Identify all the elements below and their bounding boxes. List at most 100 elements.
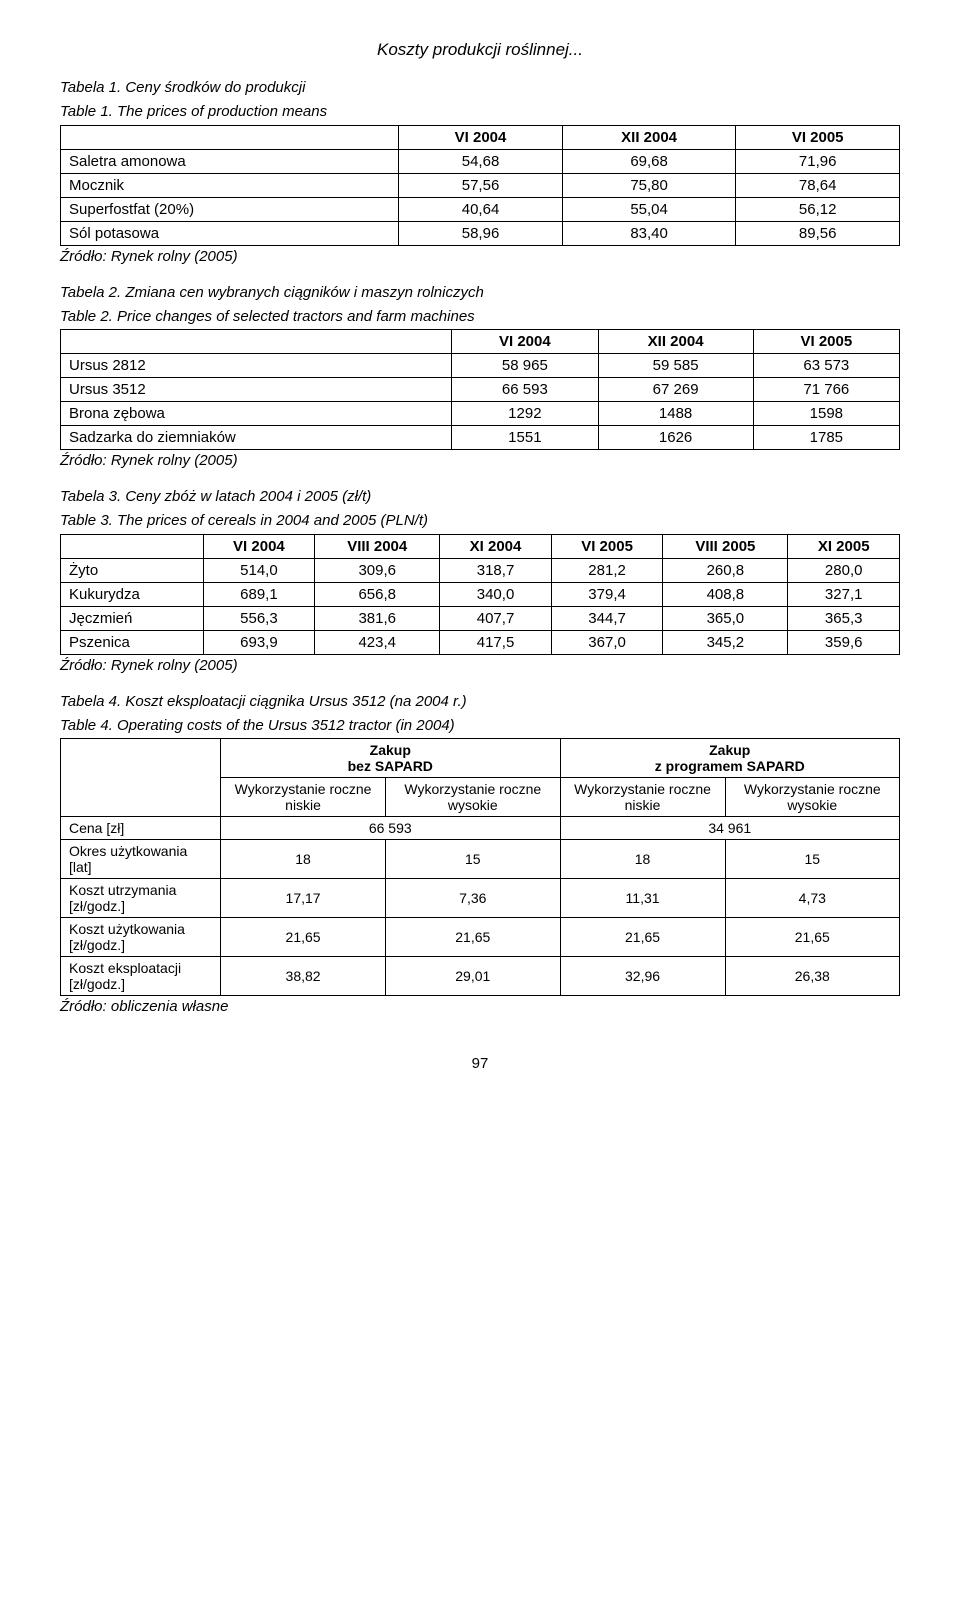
cell: 260,8 bbox=[663, 558, 788, 582]
th-blank bbox=[61, 125, 399, 149]
th-blank bbox=[61, 330, 452, 354]
table-header-row: VI 2004 XII 2004 VI 2005 bbox=[61, 125, 900, 149]
cell: 689,1 bbox=[203, 582, 315, 606]
row-label: Kukurydza bbox=[61, 582, 204, 606]
cell: 281,2 bbox=[551, 558, 663, 582]
cell: 38,82 bbox=[221, 957, 386, 996]
th: VI 2005 bbox=[736, 125, 900, 149]
cell: 340,0 bbox=[440, 582, 552, 606]
table-row: Saletra amonowa54,6869,6871,96 bbox=[61, 149, 900, 173]
table-header-row: VI 2004 XII 2004 VI 2005 bbox=[61, 330, 900, 354]
table-row: Sól potasowa58,9683,4089,56 bbox=[61, 221, 900, 245]
th: XII 2004 bbox=[562, 125, 736, 149]
cell: 1626 bbox=[598, 426, 753, 450]
table-row: Sadzarka do ziemniaków155116261785 bbox=[61, 426, 900, 450]
table-row: Superfostfat (20%)40,6455,0456,12 bbox=[61, 197, 900, 221]
row-label: Saletra amonowa bbox=[61, 149, 399, 173]
table2-caption-a: Tabela 2. Zmiana cen wybranych ciągników… bbox=[60, 283, 900, 303]
table2: VI 2004 XII 2004 VI 2005 Ursus 281258 96… bbox=[60, 329, 900, 450]
row-label: Koszt utrzymania [zł/godz.] bbox=[61, 879, 221, 918]
th-sub: Wykorzystanie roczne niskie bbox=[560, 778, 725, 817]
th-group2: Zakup z programem SAPARD bbox=[560, 739, 900, 778]
table-row: Jęczmień556,3381,6407,7344,7365,0365,3 bbox=[61, 606, 900, 630]
row-label: Sól potasowa bbox=[61, 221, 399, 245]
row-label: Koszt użytkowania [zł/godz.] bbox=[61, 918, 221, 957]
table3: VI 2004 VIII 2004 XI 2004 VI 2005 VIII 2… bbox=[60, 534, 900, 655]
cell: 17,17 bbox=[221, 879, 386, 918]
cell: 83,40 bbox=[562, 221, 736, 245]
cell: 15 bbox=[725, 840, 899, 879]
row-label: Żyto bbox=[61, 558, 204, 582]
cell: 40,64 bbox=[399, 197, 563, 221]
cell: 344,7 bbox=[551, 606, 663, 630]
cell: 1551 bbox=[452, 426, 598, 450]
cell: 57,56 bbox=[399, 173, 563, 197]
cell: 556,3 bbox=[203, 606, 315, 630]
th-blank bbox=[61, 739, 221, 817]
cell: 54,68 bbox=[399, 149, 563, 173]
row-label: Okres użytkowania [lat] bbox=[61, 840, 221, 879]
table4: Zakup bez SAPARD Zakup z programem SAPAR… bbox=[60, 738, 900, 996]
table-row: Ursus 281258 96559 58563 573 bbox=[61, 354, 900, 378]
cell: 59 585 bbox=[598, 354, 753, 378]
cell: 89,56 bbox=[736, 221, 900, 245]
cell: 359,6 bbox=[788, 630, 900, 654]
table4-caption-b: Table 4. Operating costs of the Ursus 35… bbox=[60, 716, 900, 736]
cell: 367,0 bbox=[551, 630, 663, 654]
cell: 11,31 bbox=[560, 879, 725, 918]
cell: 408,8 bbox=[663, 582, 788, 606]
cell: 365,0 bbox=[663, 606, 788, 630]
cell: 69,68 bbox=[562, 149, 736, 173]
cell: 514,0 bbox=[203, 558, 315, 582]
cell: 71,96 bbox=[736, 149, 900, 173]
cell: 75,80 bbox=[562, 173, 736, 197]
th: VI 2004 bbox=[203, 534, 315, 558]
cell: 21,65 bbox=[725, 918, 899, 957]
table-header-row: Zakup bez SAPARD Zakup z programem SAPAR… bbox=[61, 739, 900, 778]
th-sub: Wykorzystanie roczne wysokie bbox=[386, 778, 560, 817]
cell: 693,9 bbox=[203, 630, 315, 654]
table-row: Kukurydza689,1656,8340,0379,4408,8327,1 bbox=[61, 582, 900, 606]
table2-source: Źródło: Rynek rolny (2005) bbox=[60, 452, 900, 469]
table-row: Cena [zł] 66 593 34 961 bbox=[61, 817, 900, 840]
table-row: Ursus 351266 59367 26971 766 bbox=[61, 378, 900, 402]
row-label: Pszenica bbox=[61, 630, 204, 654]
cell: 18 bbox=[560, 840, 725, 879]
th-sub: Wykorzystanie roczne wysokie bbox=[725, 778, 899, 817]
table3-source: Źródło: Rynek rolny (2005) bbox=[60, 657, 900, 674]
th: XI 2004 bbox=[440, 534, 552, 558]
cell: 58,96 bbox=[399, 221, 563, 245]
th-sub: Wykorzystanie roczne niskie bbox=[221, 778, 386, 817]
row-label: Brona zębowa bbox=[61, 402, 452, 426]
th-blank bbox=[61, 534, 204, 558]
cell: 63 573 bbox=[753, 354, 899, 378]
cell: 29,01 bbox=[386, 957, 560, 996]
table3-caption-b: Table 3. The prices of cereals in 2004 a… bbox=[60, 511, 900, 531]
row-label: Jęczmień bbox=[61, 606, 204, 630]
page-number: 97 bbox=[60, 1055, 900, 1072]
cell: 381,6 bbox=[315, 606, 440, 630]
cell: 318,7 bbox=[440, 558, 552, 582]
row-label: Ursus 3512 bbox=[61, 378, 452, 402]
cell: 1785 bbox=[753, 426, 899, 450]
cell: 71 766 bbox=[753, 378, 899, 402]
page-header: Koszty produkcji roślinnej... bbox=[60, 40, 900, 60]
th: VIII 2004 bbox=[315, 534, 440, 558]
row-label: Sadzarka do ziemniaków bbox=[61, 426, 452, 450]
cell: 66 593 bbox=[221, 817, 560, 840]
cell: 18 bbox=[221, 840, 386, 879]
cell: 327,1 bbox=[788, 582, 900, 606]
cell: 365,3 bbox=[788, 606, 900, 630]
table1-source: Źródło: Rynek rolny (2005) bbox=[60, 248, 900, 265]
table1-caption-a: Tabela 1. Ceny środków do produkcji bbox=[60, 78, 900, 98]
cell: 32,96 bbox=[560, 957, 725, 996]
cell: 67 269 bbox=[598, 378, 753, 402]
table4-caption-a: Tabela 4. Koszt eksploatacji ciągnika Ur… bbox=[60, 692, 900, 712]
row-label: Koszt eksploatacji [zł/godz.] bbox=[61, 957, 221, 996]
cell: 34 961 bbox=[560, 817, 900, 840]
cell: 66 593 bbox=[452, 378, 598, 402]
table-row: Pszenica693,9423,4417,5367,0345,2359,6 bbox=[61, 630, 900, 654]
cell: 379,4 bbox=[551, 582, 663, 606]
cell: 1488 bbox=[598, 402, 753, 426]
table1-caption-b: Table 1. The prices of production means bbox=[60, 102, 900, 122]
